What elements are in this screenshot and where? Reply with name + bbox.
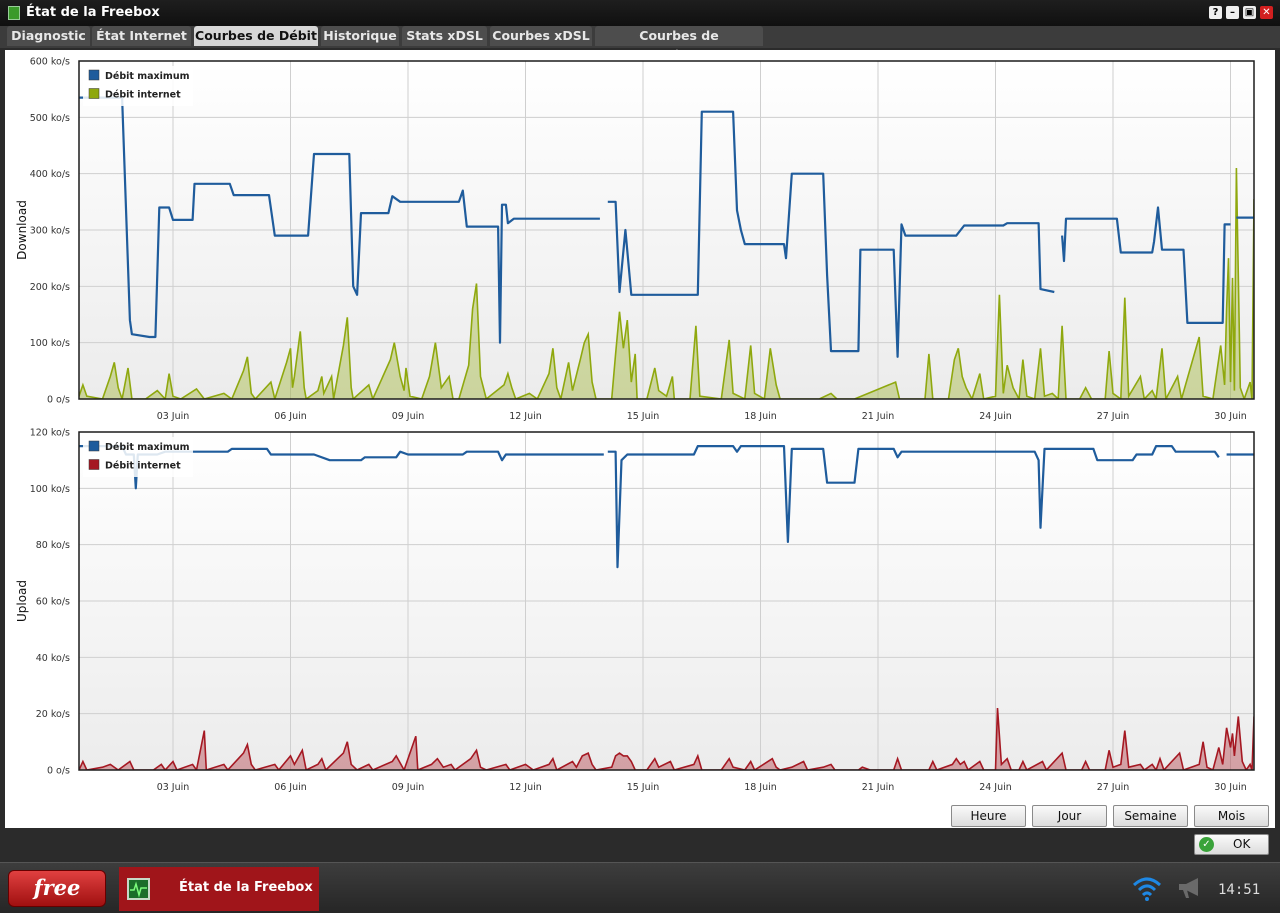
ok-button[interactable]: ✓ OK [1194,834,1269,855]
x-tick-label: 06 Juin [274,782,307,793]
tab-courbes-de-debit[interactable]: Courbes de Débit [194,26,318,46]
x-tick-label: 18 Juin [744,782,777,793]
x-tick-label: 03 Juin [157,782,190,793]
series-line-d-bit-internet [79,707,1254,770]
x-tick-label: 30 Juin [1214,411,1247,422]
tab-diagnostic[interactable]: Diagnostic [7,26,90,46]
x-tick-label: 12 Juin [509,782,542,793]
series-line-d-bit-maximum [607,445,1220,569]
legend-label: Débit maximum [105,442,190,453]
legend-box [83,66,193,106]
wifi-icon[interactable] [1131,875,1163,901]
x-tick-label: 24 Juin [979,782,1012,793]
tab-courbes-xdsl[interactable]: Courbes xDSL [490,26,592,46]
taskbar-item-etat-freebox[interactable]: État de la Freebox [119,867,319,911]
maximize-button[interactable]: ▣ [1243,6,1256,19]
download-chart: 0 o/s 100 ko/s 200 ko/s 300 ko/s 400 ko/s 500… [15,57,1255,422]
clock: 14:51 [1218,882,1261,898]
x-tick-label: 24 Juin [979,411,1012,422]
x-tick-label: 15 Juin [627,411,660,422]
legend-swatch [88,88,100,99]
legend-swatch [88,69,100,81]
legend-label: Débit internet [105,461,181,472]
y-tick-label: 120 ko/s [30,428,70,439]
heure-button[interactable]: Heure [951,805,1026,827]
y-tick-label: 400 ko/s [30,169,70,180]
series-line-d-bit-maximum [607,110,1055,358]
tab-etat-internet[interactable]: État Internet [92,26,191,46]
legend: Débit maximum Débit internet [83,66,193,106]
y-tick-label: 300 ko/s [30,226,70,237]
freebox-app-icon [8,6,20,20]
y-tick-label: 40 ko/s [36,653,70,664]
megaphone-icon[interactable] [1176,876,1204,900]
ok-label: OK [1233,837,1251,851]
y-tick-label: 100 ko/s [30,338,70,349]
x-tick-label: 30 Juin [1214,782,1247,793]
help-button[interactable]: ? [1209,6,1222,19]
upload-chart: 0 o/s 20 ko/s 40 ko/s 60 ko/s 80 ko/s 100 ko/… [15,428,1255,793]
legend-swatch [88,459,100,470]
x-tick-label: 03 Juin [157,411,190,422]
plot-frame [78,431,1255,771]
legend: Débit maximum Débit internet [83,437,193,477]
legend-label: Débit internet [105,90,181,101]
series-line-d-bit-maximum [1061,206,1231,324]
taskbar: free État de la Freebox 14:51 [0,862,1280,913]
legend-box [83,437,193,477]
y-tick-label: 0 o/s [47,395,70,406]
mois-button[interactable]: Mois [1194,805,1269,827]
close-button[interactable]: ✕ [1260,6,1273,19]
free-start-button[interactable]: free [8,870,106,907]
taskbar-item-label: État de la Freebox [179,880,313,895]
x-tick-label: 21 Juin [862,782,895,793]
y-axis-label: Download [15,200,29,260]
y-tick-label: 200 ko/s [30,282,70,293]
activity-monitor-icon [127,878,150,900]
y-axis-label: Upload [15,580,29,622]
x-tick-label: 15 Juin [627,782,660,793]
x-tick-label: 12 Juin [509,411,542,422]
x-tick-label: 09 Juin [392,782,425,793]
tab-bar: Diagnostic État Internet Courbes de Débi… [0,26,1280,63]
x-tick-label: 27 Juin [1097,411,1130,422]
jour-button[interactable]: Jour [1032,805,1107,827]
x-tick-label: 21 Juin [862,411,895,422]
y-tick-label: 600 ko/s [30,57,70,68]
window-title: État de la Freebox [26,5,160,20]
title-bar: État de la Freebox ? – ▣ ✕ [0,0,1280,26]
x-tick-label: 18 Juin [744,411,777,422]
series-line-d-bit-internet [79,167,1254,399]
y-tick-label: 80 ko/s [36,540,70,551]
y-tick-label: 100 ko/s [30,484,70,495]
plot-frame [78,60,1255,400]
minimize-button[interactable]: – [1226,6,1239,19]
y-tick-label: 60 ko/s [36,597,70,608]
x-tick-label: 27 Juin [1097,782,1130,793]
charts-area: 0 o/s 100 ko/s 200 ko/s 300 ko/s 400 ko/s 500… [15,57,1255,793]
checkmark-icon: ✓ [1199,837,1214,852]
series-group [79,96,1254,399]
legend-swatch [88,440,100,452]
series-line-d-bit-maximum [79,445,604,490]
tab-stats-xdsl[interactable]: Stats xDSL [402,26,487,46]
y-tick-label: 20 ko/s [36,709,70,720]
series-group [79,445,1254,770]
series-line-d-bit-maximum [79,96,600,344]
tab-historique[interactable]: Historique [321,26,399,46]
y-tick-label: 500 ko/s [30,113,70,124]
x-tick-label: 06 Juin [274,411,307,422]
x-tick-label: 09 Juin [392,411,425,422]
semaine-button[interactable]: Semaine [1113,805,1188,827]
y-tick-label: 0 o/s [47,766,70,777]
legend-label: Débit maximum [105,71,190,82]
